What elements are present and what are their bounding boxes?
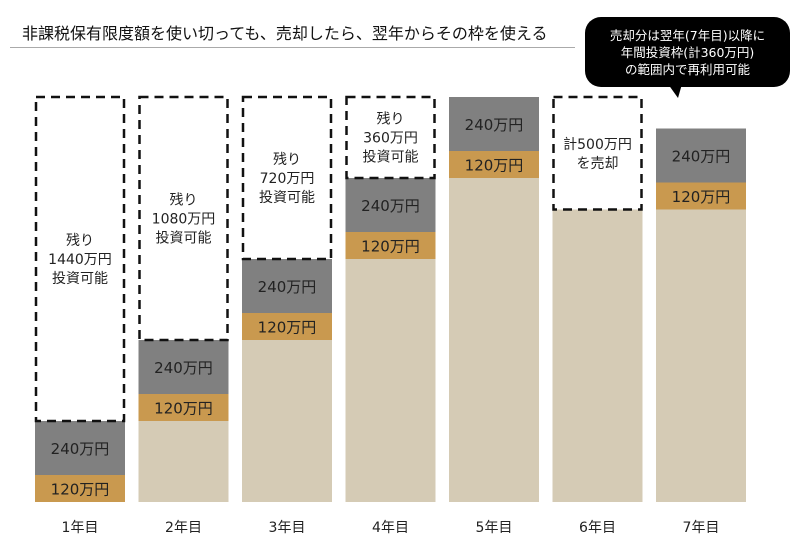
tsumitate-label: 120万円 (258, 319, 317, 337)
growth-label: 240万円 (258, 278, 317, 296)
tsumitate-label: 120万円 (672, 188, 731, 206)
callout-line: の範囲内で再利用可能 (624, 61, 750, 77)
remaining-label: 計500万円 (563, 137, 632, 153)
title-divider (10, 47, 575, 48)
remaining-label: 残り (377, 112, 405, 128)
growth-label: 240万円 (51, 440, 110, 458)
callout-line: 売却分は翌年(7年目)以降に (609, 27, 766, 43)
tsumitate-segment (35, 475, 125, 502)
tsumitate-segment (449, 151, 539, 178)
callout-line: 年間投資枠(計360万円) (620, 44, 755, 60)
tsumitate-segment (242, 313, 332, 340)
holding-segment (656, 209, 746, 502)
remaining-capacity-box (241, 95, 333, 261)
remaining-label: 投資可能 (259, 190, 315, 206)
holding-segment (449, 178, 539, 502)
remaining-label: を売却 (577, 156, 619, 172)
remaining-capacity-box (138, 95, 229, 342)
page-title: 非課税保有限度額を使い切っても、売却したら、翌年からその枠を使える (22, 24, 548, 43)
year-label: 4年目 (372, 520, 409, 536)
callout-tail (668, 84, 682, 98)
callout-bubble: 売却分は翌年(7年目)以降に 年間投資枠(計360万円) の範囲内で再利用可能 (585, 17, 790, 87)
tsumitate-segment (656, 182, 746, 210)
holding-segment (242, 340, 332, 502)
holding-segment (552, 209, 643, 502)
remaining-capacity-box (34, 95, 126, 423)
growth-label: 240万円 (361, 197, 420, 215)
growth-segment (449, 97, 539, 151)
tsumitate-segment (345, 232, 436, 259)
remaining-label: 1080万円 (152, 212, 216, 228)
tsumitate-label: 120万円 (465, 157, 524, 175)
growth-label: 240万円 (672, 148, 731, 166)
holding-segment (138, 421, 229, 502)
remaining-label: 360万円 (363, 131, 418, 147)
year-label: 7年目 (683, 520, 720, 536)
tsumitate-segment (138, 394, 229, 421)
remaining-label: 残り (273, 152, 301, 168)
remaining-label: 投資可能 (363, 150, 419, 166)
tsumitate-label: 120万円 (51, 481, 110, 499)
growth-segment (35, 421, 125, 475)
year-label: 2年目 (165, 520, 202, 536)
remaining-label: 投資可能 (156, 231, 212, 247)
growth-label: 240万円 (465, 116, 524, 134)
remaining-label: 投資可能 (52, 271, 108, 287)
tsumitate-label: 120万円 (361, 238, 420, 256)
remaining-capacity-box (345, 95, 436, 180)
growth-segment (656, 128, 746, 183)
year-label: 3年目 (269, 520, 306, 536)
growth-segment (242, 259, 332, 313)
remaining-label: 残り (66, 233, 94, 249)
year-label: 6年目 (579, 520, 616, 536)
growth-label: 240万円 (154, 359, 213, 377)
growth-segment (138, 340, 229, 394)
remaining-capacity-box (552, 95, 643, 211)
remaining-label: 720万円 (260, 171, 315, 187)
remaining-label: 1440万円 (48, 252, 112, 268)
growth-segment (345, 178, 436, 232)
year-label: 1年目 (62, 520, 99, 536)
year-label: 5年目 (476, 520, 513, 536)
remaining-label: 残り (170, 193, 198, 209)
holding-segment (345, 259, 436, 502)
tsumitate-label: 120万円 (154, 400, 213, 418)
